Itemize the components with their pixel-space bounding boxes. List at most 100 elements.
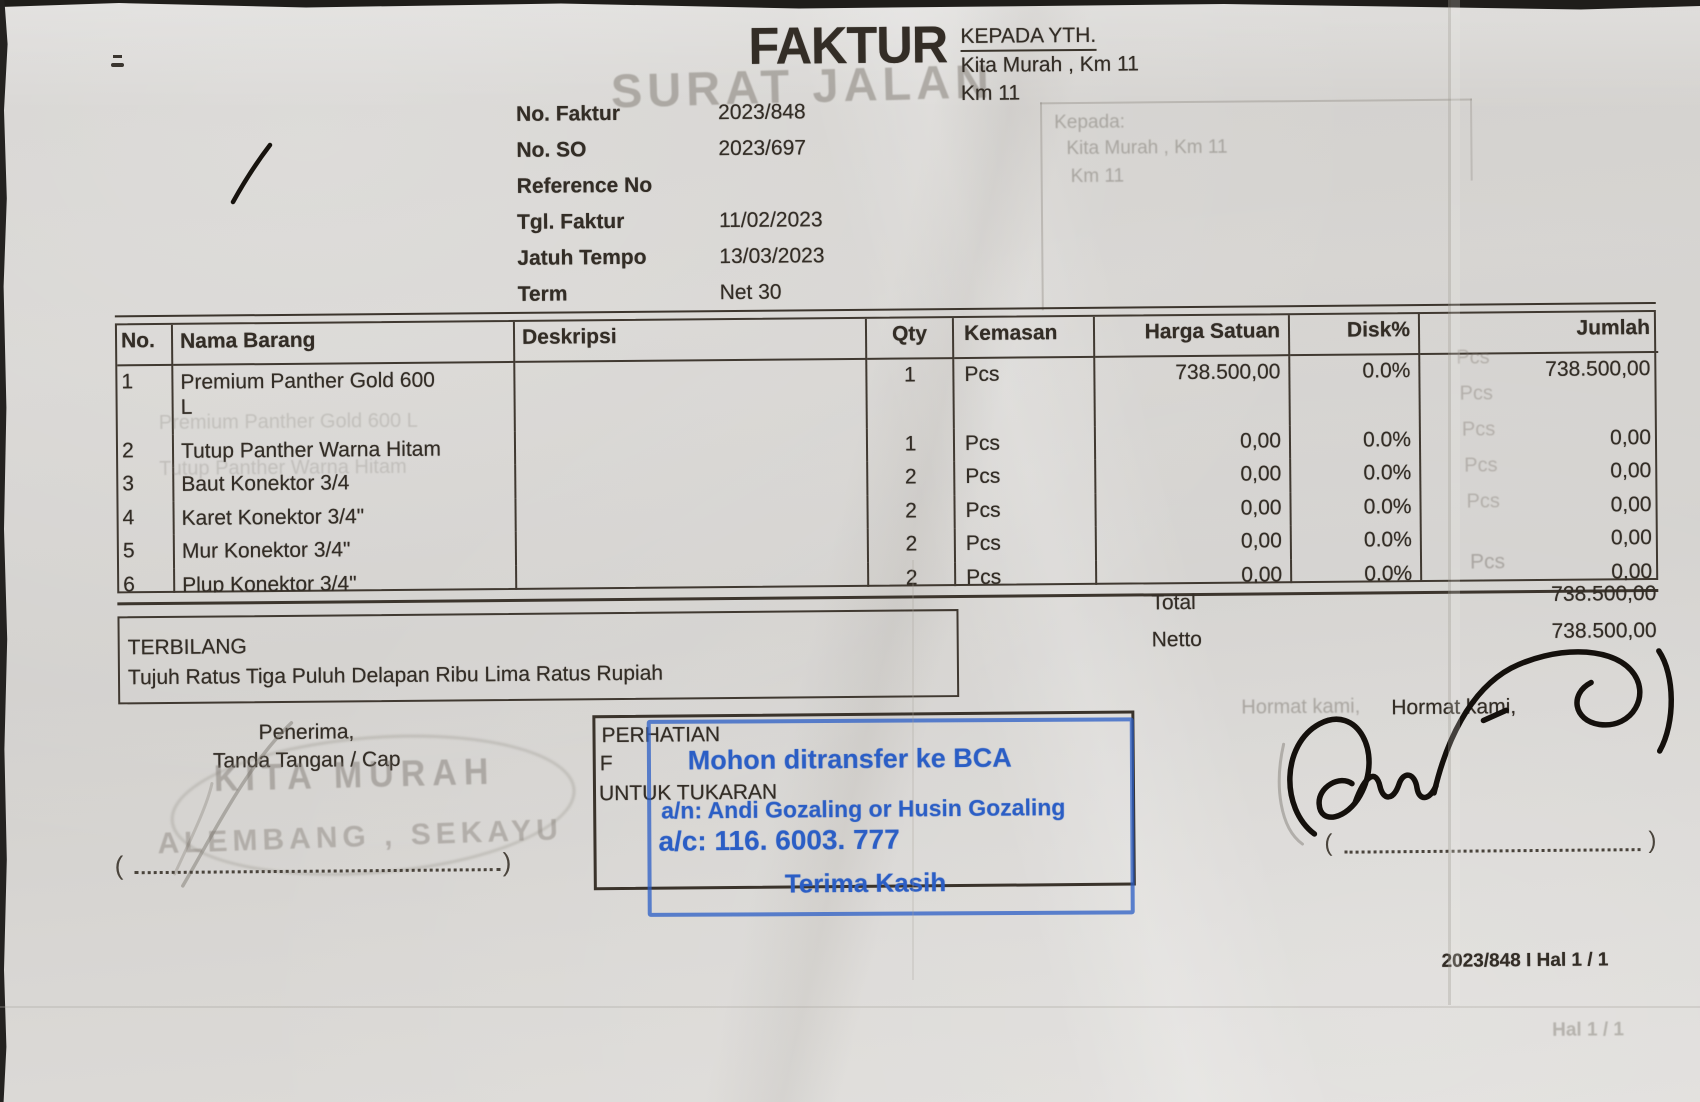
bank-stamp-line1: Mohon ditransfer ke BCA bbox=[687, 742, 1012, 776]
attention-line2: F bbox=[599, 752, 613, 776]
smudge-mark bbox=[111, 63, 124, 67]
row4-kemasan: Pcs bbox=[955, 493, 1097, 529]
meta-label-jatuh-tempo: Jatuh Tempo bbox=[517, 245, 647, 270]
meta-value-tgl-faktur: 11/02/2023 bbox=[718, 208, 823, 233]
meta-label-no-faktur: No. Faktur bbox=[515, 101, 621, 126]
col-header-disk: Disk% bbox=[1289, 314, 1421, 357]
paper-fold-highlight bbox=[1451, 0, 1460, 1005]
row5-harga: 0,00 bbox=[1096, 525, 1293, 561]
recipient-label: KEPADA YTH. bbox=[960, 23, 1097, 53]
ghost-pcs: Pcs bbox=[1456, 346, 1490, 369]
col-header-harga-satuan: Harga Satuan bbox=[1094, 315, 1291, 358]
meta-value-term: Net 30 bbox=[719, 280, 782, 305]
ghost-pcs: Pcs bbox=[1466, 490, 1500, 513]
ghost-signature-trace bbox=[1277, 742, 1304, 846]
col-header-nama-barang: Nama Barang bbox=[172, 321, 516, 366]
row3-deskripsi bbox=[516, 461, 869, 499]
bank-stamp-line4: Terima Kasih bbox=[784, 867, 947, 899]
terbilang-label: TERBILANG bbox=[127, 635, 247, 660]
bank-stamp-line2: a/n: Andi Gozaling or Husin Gozaling bbox=[661, 794, 1066, 824]
row2-harga: 0,00 bbox=[1095, 425, 1292, 460]
ghost-pcs: Pcs bbox=[1461, 418, 1496, 441]
ghost-box-left-line bbox=[1040, 102, 1044, 311]
row3-qty: 2 bbox=[868, 461, 956, 496]
row5-no: 5 bbox=[118, 534, 176, 570]
row5-kemasan: Pcs bbox=[955, 526, 1098, 563]
paper-fold-line-middle bbox=[912, 560, 914, 980]
row5-qty: 2 bbox=[868, 528, 957, 563]
signature-line-right-paren-open: ( bbox=[1324, 829, 1333, 857]
paper-crease-horizontal bbox=[0, 1006, 1700, 1008]
row3-disk: 0.0% bbox=[1291, 457, 1422, 493]
ghost-box-right-line bbox=[1469, 98, 1473, 181]
row1-deskripsi bbox=[515, 359, 868, 432]
recipient-name: Kita Murah , Km 11 bbox=[960, 52, 1139, 78]
paper-fold-line-right bbox=[1448, 0, 1451, 1005]
row6-nama: Plup Konektor 3/4" bbox=[175, 565, 518, 593]
meta-label-no-so: No. SO bbox=[516, 138, 587, 162]
ghost-signature-stroke bbox=[173, 721, 294, 888]
row1-disk: 0.0% bbox=[1290, 355, 1421, 426]
row4-harga: 0,00 bbox=[1096, 492, 1292, 527]
col-header-qty: Qty bbox=[866, 318, 955, 360]
ghost-item-name: Tutup Panther Warna Hitam bbox=[159, 455, 407, 481]
row6-deskripsi bbox=[517, 562, 870, 590]
signature-line-left-paren-close: ) bbox=[502, 846, 512, 878]
pen-mark bbox=[230, 142, 273, 205]
row6-harga: 0,00 bbox=[1097, 559, 1293, 585]
row4-qty: 2 bbox=[868, 495, 956, 529]
scan-top-edge bbox=[0, 0, 1700, 10]
row4-no: 4 bbox=[118, 501, 175, 536]
row4-disk: 0.0% bbox=[1291, 491, 1422, 526]
row5-disk: 0.0% bbox=[1291, 524, 1423, 560]
row2-disk: 0.0% bbox=[1290, 424, 1422, 459]
row1-harga: 738.500,00 bbox=[1095, 356, 1291, 427]
netto-label: Netto bbox=[1151, 627, 1203, 652]
recipient-address: Km 11 bbox=[960, 81, 1021, 106]
row1-qty: 1 bbox=[867, 359, 955, 429]
meta-value-no-so: 2023/697 bbox=[718, 136, 807, 161]
signature-line-left-paren-open: ( bbox=[114, 850, 124, 881]
ghost-pcs: Pcs bbox=[1459, 382, 1494, 405]
ghost-footer-page-ref: Hal 1 / 1 bbox=[1552, 1019, 1625, 1041]
smudge-mark bbox=[113, 55, 122, 58]
col-header-no: No. bbox=[116, 324, 174, 367]
footer-page-ref: 2023/848 I Hal 1 / 1 bbox=[1441, 949, 1609, 972]
row2-qty: 1 bbox=[867, 428, 956, 462]
total-value: 738.500,00 bbox=[1551, 581, 1657, 606]
total-label: Total bbox=[1151, 590, 1196, 615]
meta-label-tgl-faktur: Tgl. Faktur bbox=[516, 209, 625, 234]
row6-no: 6 bbox=[119, 568, 176, 594]
meta-label-term: Term bbox=[517, 282, 568, 306]
ghost-item-name: Premium Panther Gold 600 L bbox=[158, 409, 418, 435]
terbilang-amount-in-words: Tujuh Ratus Tiga Puluh Delapan Ribu Lima… bbox=[127, 661, 664, 690]
scan-left-edge bbox=[0, 0, 8, 1102]
ghost-kepada-line1: Kita Murah , Km 11 bbox=[1066, 136, 1228, 160]
meta-label-reference-no: Reference No bbox=[516, 173, 653, 198]
row2-deskripsi bbox=[515, 428, 869, 465]
row2-kemasan: Pcs bbox=[954, 426, 1097, 462]
meta-value-no-faktur: 2023/848 bbox=[717, 100, 806, 125]
row6-kemasan: Pcs bbox=[956, 560, 1098, 587]
row5-deskripsi bbox=[516, 528, 870, 566]
row1-kemasan: Pcs bbox=[954, 357, 1096, 429]
bank-stamp-line3: a/c: 116. 6003. 777 bbox=[658, 823, 900, 857]
row3-harga: 0,00 bbox=[1096, 458, 1292, 494]
row6-disk: 0.0% bbox=[1292, 558, 1423, 584]
signature-line-right-paren-close: ) bbox=[1648, 826, 1657, 855]
ghost-kepada-line2: Km 11 bbox=[1070, 165, 1125, 188]
ghost-pcs: Pcs bbox=[1464, 454, 1498, 477]
row3-kemasan: Pcs bbox=[955, 459, 1097, 496]
col-header-kemasan: Kemasan bbox=[953, 316, 1096, 360]
ghost-pcs: Pcs bbox=[1469, 550, 1506, 574]
meta-value-jatuh-tempo: 13/03/2023 bbox=[719, 244, 825, 269]
row4-nama: Karet Konektor 3/4" bbox=[174, 498, 517, 535]
page-title: FAKTUR bbox=[748, 16, 948, 76]
ghost-kepada-label: Kepada: bbox=[1054, 111, 1126, 134]
signature-handwritten bbox=[1277, 648, 1674, 846]
ghost-box-top-line bbox=[1040, 98, 1473, 105]
row4-deskripsi bbox=[516, 495, 869, 532]
row5-nama: Mur Konektor 3/4" bbox=[174, 531, 518, 569]
